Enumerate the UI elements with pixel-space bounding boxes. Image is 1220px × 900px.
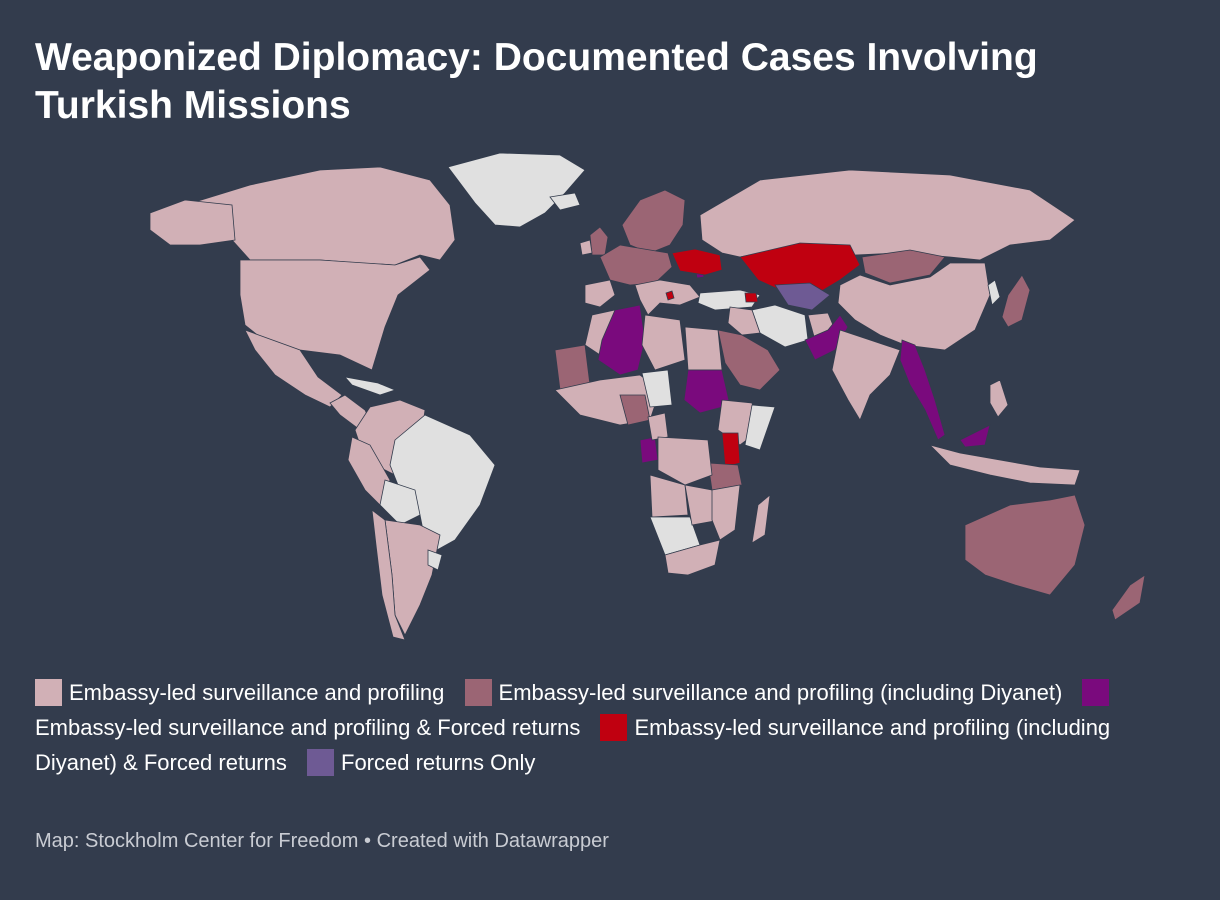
legend-label: Embassy-led surveillance and profiling (… [35, 715, 1111, 775]
region-turkey [697, 289, 761, 311]
region-kazakhstan [739, 242, 861, 296]
region-philippines [989, 379, 1009, 418]
credit-line: Map: Stockholm Center for Freedom • Crea… [35, 830, 609, 853]
region-india [831, 329, 901, 421]
region-bolivia [379, 479, 421, 526]
region-united-states [239, 256, 431, 371]
region-angola [649, 474, 689, 518]
region-saudi-arabia [717, 329, 781, 391]
legend: Embassy-led surveillance and profiling E… [35, 675, 1185, 780]
legend-item-surveillance-forced-returns: Embassy-led surveillance and profiling &… [35, 679, 1116, 740]
region-azerbaijan [744, 292, 759, 303]
region-uk [589, 226, 609, 256]
region-mongolia [861, 249, 946, 284]
region-iberia [584, 279, 616, 308]
region-indonesia [928, 444, 1081, 486]
credit-source: Map: Stockholm Center for Freedom [35, 830, 359, 852]
region-somalia [744, 404, 776, 451]
region-algeria [597, 304, 646, 376]
legend-swatch [600, 714, 628, 741]
region-china [837, 262, 991, 351]
region-tanzania [707, 462, 743, 491]
region-alaska [149, 199, 236, 246]
country-regions [149, 152, 1146, 641]
region-central-asia [774, 282, 831, 311]
region-madagascar [751, 494, 771, 544]
region-chad-niger [641, 369, 673, 408]
region-chile [371, 509, 406, 641]
region-ireland [579, 239, 593, 256]
legend-swatch [1082, 679, 1110, 706]
region-libya [641, 314, 686, 371]
legend-label: Forced returns Only [341, 750, 536, 775]
world-choropleth-map [149, 152, 1146, 641]
legend-swatch [464, 679, 492, 706]
region-egypt [684, 326, 723, 371]
credit-tool: Created with Datawrapper [376, 830, 609, 852]
region-iceland [549, 192, 581, 211]
region-uruguay [427, 549, 443, 571]
legend-item-forced-returns-only: Forced returns Only [307, 749, 536, 776]
region-myanmar-thailand [899, 339, 946, 441]
region-greenland [447, 152, 586, 228]
map-title: Weaponized Diplomacy: Documented Cases I… [35, 36, 1038, 127]
legend-item-surveillance-diyanet-forced-returns: Embassy-led surveillance and profiling (… [35, 714, 1111, 775]
region-kenya [721, 432, 741, 468]
region-dr-congo [657, 436, 713, 486]
region-japan [1001, 274, 1031, 328]
region-cameroon [647, 412, 669, 441]
region-brazil [389, 414, 496, 556]
region-iran [751, 304, 809, 348]
region-russia [699, 169, 1076, 261]
region-australia [964, 494, 1086, 596]
legend-label: Embassy-led surveillance and profiling [69, 680, 445, 705]
legend-item-surveillance: Embassy-led surveillance and profiling [35, 679, 445, 706]
legend-swatch [307, 749, 334, 776]
region-new-zealand [1111, 574, 1146, 621]
region-pakistan [804, 314, 849, 361]
region-iraq [727, 306, 761, 336]
region-ukraine [671, 248, 723, 276]
region-scandinavia [621, 189, 686, 254]
region-mexico [244, 329, 343, 408]
region-canada [184, 166, 456, 266]
legend-label: Embassy-led surveillance and profiling &… [35, 715, 581, 740]
region-mozambique [711, 484, 741, 541]
region-caribbean [343, 376, 397, 396]
region-south-africa [664, 539, 721, 576]
legend-item-surveillance-diyanet: Embassy-led surveillance and profiling (… [464, 679, 1063, 706]
region-gabon [639, 436, 659, 464]
region-sudan [683, 369, 731, 414]
legend-swatch [35, 679, 62, 706]
region-malaysia [959, 424, 991, 448]
region-kosovo [665, 290, 675, 301]
credit-separator: • [364, 830, 372, 852]
legend-label: Embassy-led surveillance and profiling (… [498, 680, 1063, 705]
region-korea [987, 279, 1001, 306]
region-western-europe [599, 244, 673, 286]
